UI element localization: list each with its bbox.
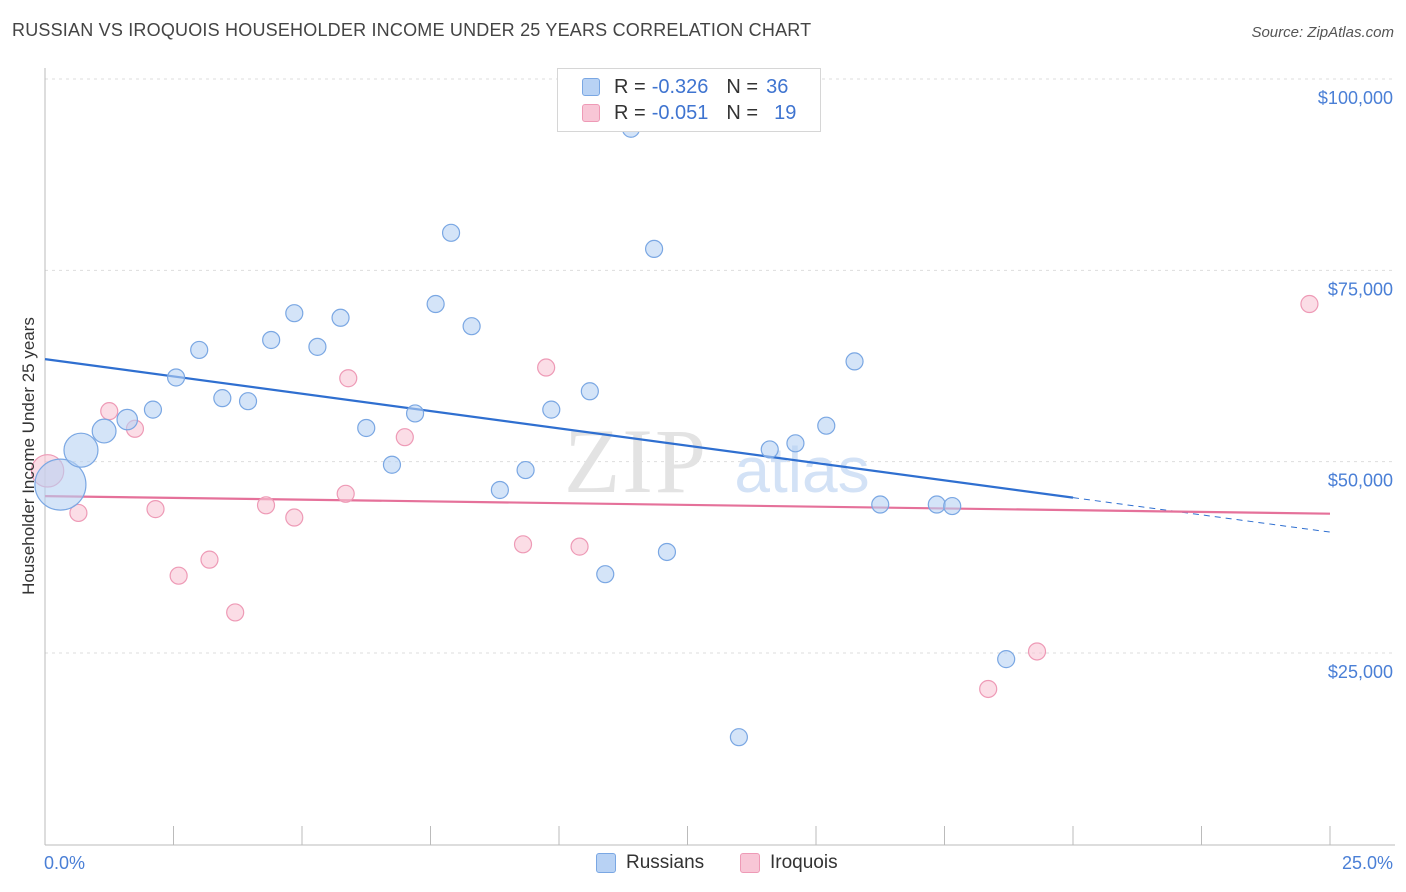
x-tick-label: 0.0% [44, 853, 85, 873]
watermark-zip: ZIP [564, 410, 708, 512]
iroquois-point [69, 503, 88, 523]
russians-point [845, 352, 864, 371]
iroquois-point [256, 496, 276, 515]
iroquois-point [570, 537, 589, 556]
iroquois-point [285, 508, 304, 527]
russians-point [786, 434, 805, 453]
legend-item-iroquois[interactable]: Iroquois [740, 852, 838, 874]
russians-point [143, 400, 163, 419]
iroquois-point [395, 428, 414, 447]
russians-trend-extension [1072, 497, 1331, 533]
y-tick-label: $100,000 [1318, 88, 1393, 108]
russians-point [34, 458, 87, 511]
axes [44, 68, 1395, 846]
russians-point [331, 308, 350, 327]
russians-point [817, 416, 836, 435]
russians-point [116, 408, 139, 431]
russians-point [657, 542, 677, 562]
iroquois-point [100, 402, 119, 421]
iroquois-point [200, 550, 219, 569]
russians-point [490, 480, 509, 500]
russians-swatch [582, 78, 600, 96]
iroquois-point [146, 500, 165, 519]
russians-point [927, 495, 946, 514]
grid-lines [45, 78, 1395, 654]
chart-title: RUSSIAN VS IROQUOIS HOUSEHOLDER INCOME U… [12, 20, 812, 40]
russians-point [308, 337, 327, 356]
russians-point [285, 304, 304, 323]
iroquois-point [979, 679, 998, 699]
russians-point [382, 455, 402, 474]
legend-n-value: 36 [766, 75, 789, 98]
russians-point [262, 330, 281, 350]
russians-point [91, 418, 117, 444]
stats-legend: R = -0.326 N = 36 R = -0.051 N = 19 [557, 68, 821, 132]
russians-point [166, 368, 186, 387]
y-tick-label: $25,000 [1328, 662, 1393, 682]
iroquois-point [336, 484, 355, 503]
russians-point [580, 382, 599, 401]
series-legend: Russians Iroquois [0, 852, 1406, 878]
tick-labels: $25,000 $50,000 $75,000 $100,000 0.0% 25.0% [44, 88, 1393, 873]
russians-point [729, 728, 749, 747]
iroquois-point [226, 603, 245, 622]
source-label: Source: ZipAtlas.com [1251, 24, 1394, 41]
russians-point [997, 650, 1016, 669]
russians-point [238, 392, 258, 411]
russians-point [542, 400, 561, 419]
iroquois-point [339, 369, 358, 388]
y-axis-label: Householder Income Under 25 years [19, 317, 38, 595]
russians-point [190, 340, 209, 360]
iroquois-point [537, 358, 556, 377]
legend-row-russians: R = -0.326 N = 36 [582, 74, 788, 100]
legend-r-label: R = [614, 101, 646, 124]
iroquois-point [513, 535, 533, 554]
russians-point [357, 418, 376, 438]
russians-point [426, 294, 445, 314]
legend-n-label: N = [726, 101, 759, 124]
russians-point [516, 460, 535, 480]
russians-point [441, 223, 461, 242]
russians-point [63, 432, 99, 468]
iroquois-swatch [582, 104, 600, 122]
iroquois-point [1027, 642, 1047, 661]
russians-point [760, 440, 779, 459]
legend-r-value: -0.051 [651, 101, 709, 124]
iroquois-point [169, 566, 188, 585]
trend-lines [44, 358, 1331, 533]
legend-n-value: 19 [774, 101, 797, 124]
russians-point [462, 317, 481, 336]
legend-label-russians: Russians [626, 852, 705, 873]
russians-point [405, 404, 425, 423]
legend-n-label: N = [726, 75, 759, 98]
legend-r-label: R = [614, 75, 646, 98]
watermark: ZIP atlas [564, 410, 870, 512]
x-tick-label: 25.0% [1342, 853, 1393, 873]
legend-label-iroquois: Iroquois [770, 852, 838, 873]
iroquois-point [1300, 294, 1319, 314]
legend-row-iroquois: R = -0.051 N = 19 [582, 100, 796, 126]
russians-point [871, 495, 890, 514]
iroquois-trend-line [44, 495, 1331, 515]
legend-r-value: -0.326 [651, 75, 709, 98]
russians-point [213, 389, 232, 408]
russians-trend-line [44, 358, 1074, 499]
russians-point [644, 239, 664, 259]
y-tick-label: $50,000 [1328, 471, 1393, 491]
russians-point [596, 565, 615, 584]
y-tick-label: $75,000 [1328, 279, 1393, 299]
russians-swatch [596, 853, 616, 873]
data-points [30, 119, 1319, 747]
russians-point [943, 496, 962, 516]
legend-item-russians[interactable]: Russians [596, 852, 704, 874]
iroquois-swatch [740, 853, 760, 873]
